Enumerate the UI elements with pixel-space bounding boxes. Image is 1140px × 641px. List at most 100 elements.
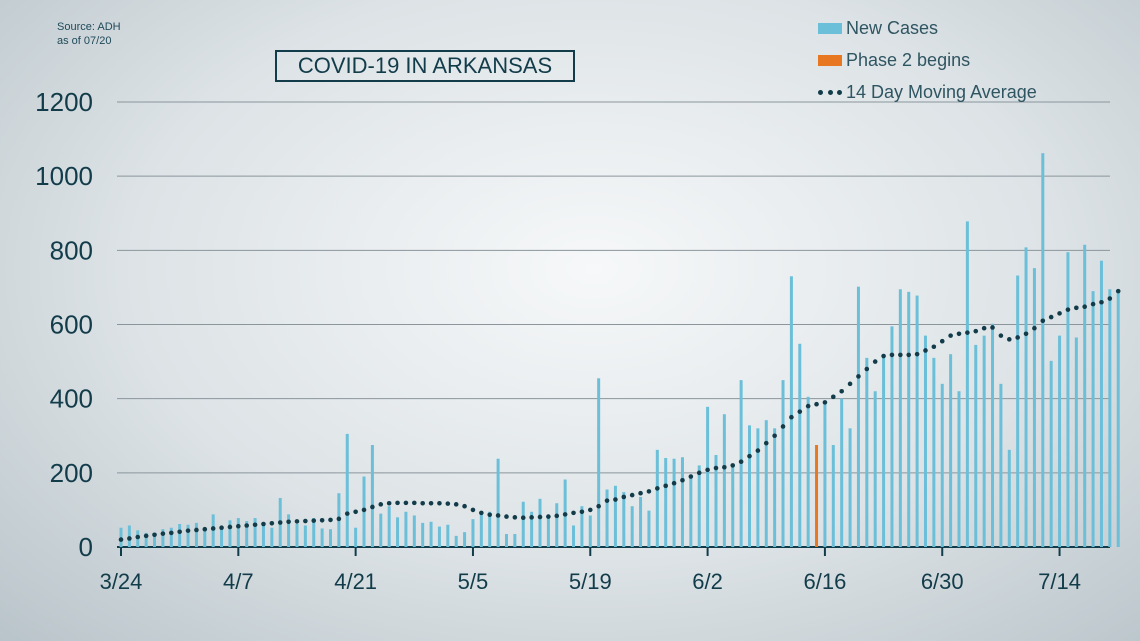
moving-average-point [1015,335,1020,340]
new-cases-bar [831,445,835,547]
moving-average-point [420,500,425,506]
moving-average-point [236,523,241,529]
new-cases-bar [1024,247,1028,547]
grid-lines [117,101,1110,474]
new-cases-bar [1066,252,1070,547]
moving-average-point [168,530,174,536]
new-cases-bar [1099,260,1103,547]
legend-moving-average: 14 Day Moving Average [818,76,1037,108]
ytick-label-200: 200 [50,458,93,488]
moving-average-point [319,518,325,523]
new-cases-bar [479,513,483,547]
moving-average-point [914,351,920,357]
new-cases-bar [647,510,651,547]
moving-average-point [1023,331,1029,337]
new-cases-bar [253,518,257,547]
new-cases-bar [1074,337,1078,547]
new-cases-bar [605,489,609,547]
new-cases-bar [655,449,659,547]
new-cases-bar [530,511,534,547]
new-cases-bar [396,517,400,547]
legend-phase-2: Phase 2 begins [818,44,1037,76]
new-cases-bar [454,535,458,547]
new-cases-bar [756,428,760,547]
moving-average-point [805,403,811,409]
as-of-line: as of 07/20 [57,35,112,47]
new-cases-bar [421,522,425,547]
moving-average-point [143,533,149,539]
new-cases-bar [1032,268,1036,547]
phase-2-bar-group [815,445,819,547]
moving-average-point [1090,301,1096,307]
moving-average-point [638,490,643,496]
xtick-label-4/21: 4/21 [334,569,377,594]
source-note: Source: ADH as of 07/20 [57,20,121,48]
moving-average-point [772,433,777,439]
xtick-label-5/5: 5/5 [458,569,489,594]
moving-average-point [738,459,744,465]
moving-average-point [889,352,895,358]
moving-average-point [856,374,861,379]
new-cases-bar [287,514,291,547]
moving-average-point [370,504,375,510]
new-cases-bar [546,515,550,547]
moving-average-point [1065,307,1071,312]
moving-average-point [412,500,417,506]
moving-average-point [596,503,601,509]
new-cases-bar [220,526,224,547]
new-cases-bar [940,383,944,547]
new-cases-bar [882,354,886,547]
moving-average-point [604,498,610,503]
moving-average-point [621,494,627,500]
moving-average-point [680,477,685,483]
new-cases-bars [119,153,1120,548]
moving-average-point [696,470,702,476]
moving-average-point [705,467,710,473]
new-cases-bar [664,458,668,547]
moving-average-point [864,366,870,372]
legend: New Cases Phase 2 begins 14 Day Moving A… [818,12,1037,108]
moving-average-point [1074,305,1079,311]
legend-label-moving-average: 14 Day Moving Average [846,81,1037,102]
new-cases-bar [907,291,911,547]
axes [117,546,1110,556]
new-cases-bar [865,357,869,547]
moving-average-point [303,518,308,524]
new-cases-bar [1108,289,1112,547]
moving-average-point [269,520,275,526]
new-cases-bar [153,535,157,547]
new-cases-bar [169,527,173,547]
moving-average-point [127,536,132,541]
new-cases-bar [639,496,643,547]
moving-average-point [328,517,333,523]
moving-average-point [713,465,719,471]
new-cases-bar [580,506,584,547]
new-cases-bar [303,525,307,547]
new-cases-bar [697,465,701,547]
moving-average-point [378,502,384,507]
moving-average-point [663,483,668,489]
new-cases-bar [379,513,383,547]
new-cases-bar [890,326,894,547]
new-cases-bar [270,527,274,547]
legend-swatch-new-cases [818,22,842,34]
xtick-label-7/14: 7/14 [1038,569,1081,594]
xtick-label-6/2: 6/2 [692,569,723,594]
moving-average-point [487,512,493,518]
new-cases-bar [496,458,500,547]
moving-average-point [939,338,945,344]
ytick-label-0: 0 [79,532,93,562]
new-cases-bar [789,276,793,547]
moving-average-point [403,500,409,506]
new-cases-bar [228,520,232,547]
moving-average-point [244,523,249,528]
moving-average-point [495,513,501,518]
moving-average-point [613,497,618,502]
ytick-label-1200: 1200 [35,87,93,117]
moving-average-point [462,503,467,509]
moving-average-point [286,519,291,525]
moving-average-point [629,492,635,498]
moving-average-point [470,507,476,513]
new-cases-bar [999,383,1003,547]
moving-average-point [210,526,216,531]
